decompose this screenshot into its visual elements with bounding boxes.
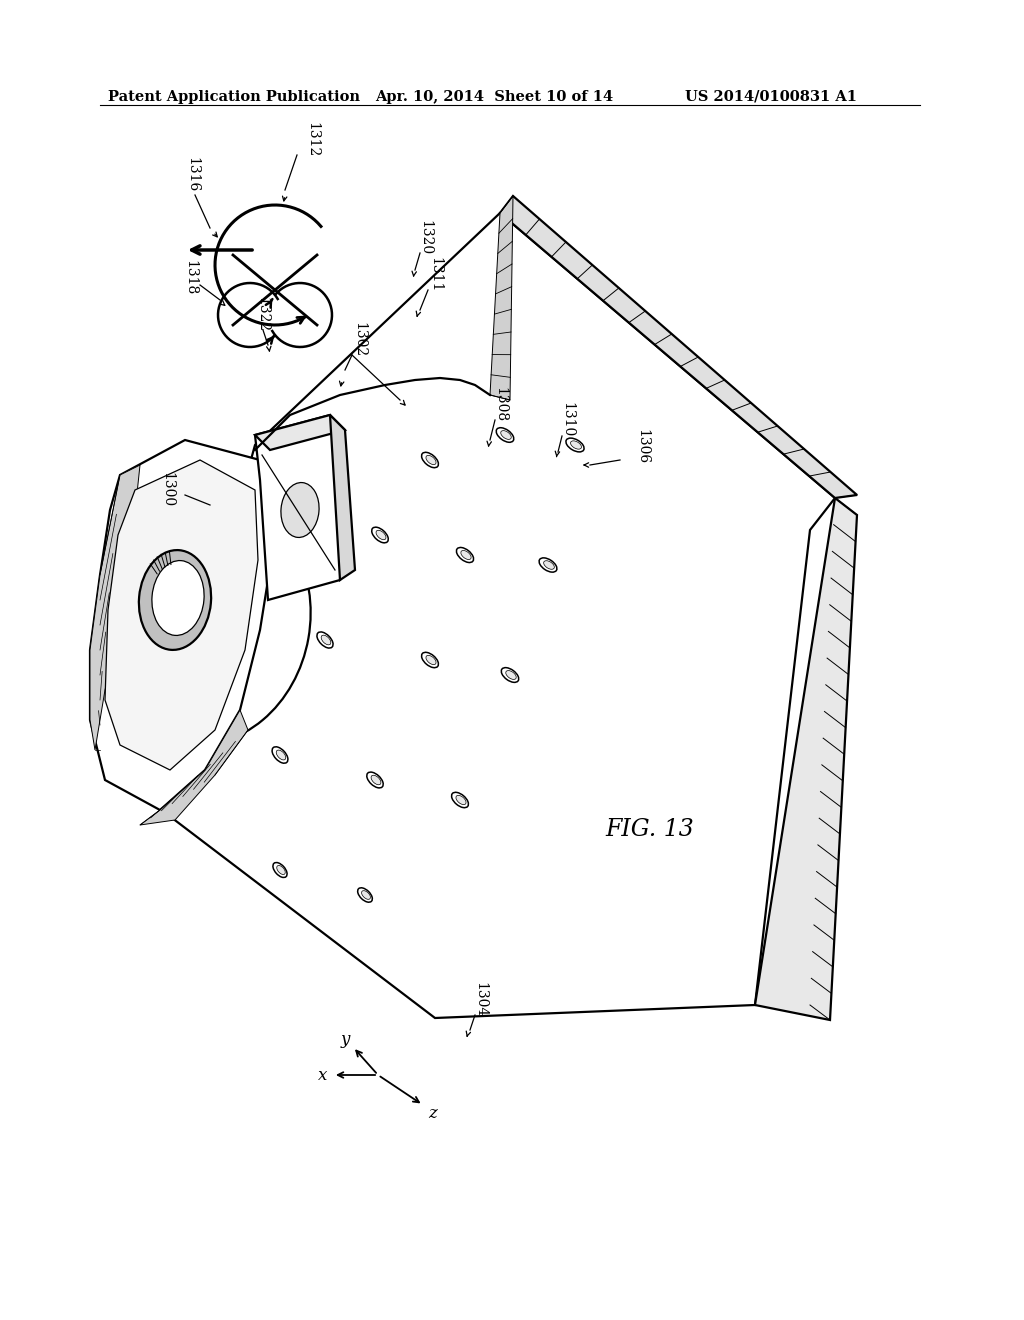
- Ellipse shape: [501, 430, 511, 440]
- Text: 1308: 1308: [493, 388, 507, 422]
- Polygon shape: [90, 440, 270, 810]
- Text: 1310: 1310: [560, 403, 574, 438]
- Text: x: x: [318, 1067, 328, 1084]
- Ellipse shape: [152, 561, 204, 635]
- Ellipse shape: [357, 888, 373, 902]
- Text: 1304: 1304: [473, 982, 487, 1018]
- Text: Apr. 10, 2014  Sheet 10 of 14: Apr. 10, 2014 Sheet 10 of 14: [375, 90, 613, 104]
- Polygon shape: [140, 710, 248, 825]
- Text: 1300: 1300: [160, 473, 174, 508]
- Text: 1312: 1312: [305, 123, 319, 157]
- Ellipse shape: [99, 495, 310, 744]
- Ellipse shape: [281, 483, 319, 537]
- Text: 1322: 1322: [255, 297, 269, 333]
- Text: 1320: 1320: [418, 220, 432, 256]
- Ellipse shape: [539, 558, 557, 572]
- Ellipse shape: [502, 668, 519, 682]
- Ellipse shape: [317, 632, 333, 648]
- Ellipse shape: [276, 866, 286, 874]
- Ellipse shape: [544, 561, 554, 569]
- Ellipse shape: [371, 775, 381, 785]
- Ellipse shape: [426, 656, 436, 664]
- Ellipse shape: [272, 747, 288, 763]
- Polygon shape: [255, 414, 345, 450]
- Ellipse shape: [367, 772, 383, 788]
- Polygon shape: [500, 195, 857, 498]
- Ellipse shape: [276, 750, 286, 760]
- Ellipse shape: [452, 792, 468, 808]
- Ellipse shape: [570, 441, 582, 449]
- Ellipse shape: [566, 438, 584, 451]
- Polygon shape: [255, 414, 345, 601]
- Ellipse shape: [461, 550, 471, 560]
- Ellipse shape: [422, 652, 438, 668]
- Polygon shape: [490, 195, 513, 400]
- Ellipse shape: [139, 550, 211, 649]
- Text: 1311: 1311: [428, 257, 442, 293]
- Polygon shape: [330, 414, 355, 579]
- Ellipse shape: [457, 548, 473, 562]
- Text: 1318: 1318: [183, 260, 197, 296]
- Ellipse shape: [361, 891, 371, 899]
- Text: 1316: 1316: [185, 157, 199, 193]
- Polygon shape: [90, 465, 140, 750]
- Text: FIG. 13: FIG. 13: [605, 818, 694, 842]
- Ellipse shape: [372, 527, 388, 543]
- Text: US 2014/0100831 A1: US 2014/0100831 A1: [685, 90, 857, 104]
- Ellipse shape: [426, 455, 436, 465]
- Ellipse shape: [322, 635, 331, 645]
- Text: 1306: 1306: [635, 429, 649, 465]
- Ellipse shape: [456, 796, 466, 805]
- Ellipse shape: [273, 862, 287, 878]
- Polygon shape: [755, 498, 857, 1020]
- Text: z: z: [429, 1105, 437, 1122]
- Text: Patent Application Publication: Patent Application Publication: [108, 90, 360, 104]
- Polygon shape: [105, 459, 258, 770]
- Polygon shape: [155, 213, 835, 1018]
- Text: 1302: 1302: [352, 322, 366, 358]
- Ellipse shape: [422, 453, 438, 467]
- Ellipse shape: [376, 531, 386, 540]
- Ellipse shape: [497, 428, 514, 442]
- Text: y: y: [340, 1031, 349, 1048]
- Ellipse shape: [506, 671, 516, 680]
